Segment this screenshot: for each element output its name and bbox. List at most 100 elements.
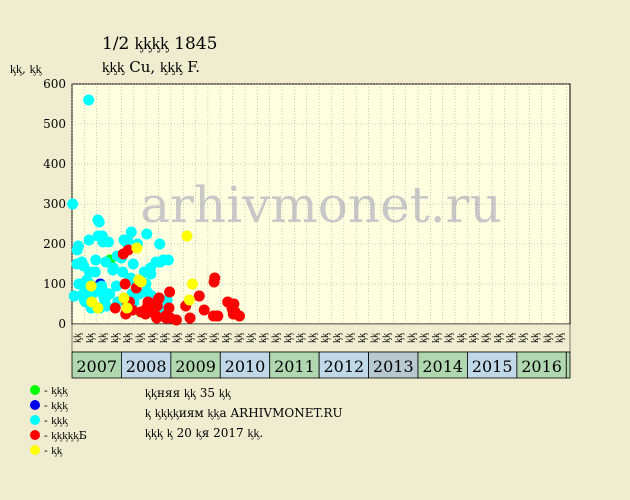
year-cell <box>219 351 271 379</box>
quarter-tick-label: ᶄᶄ <box>209 333 220 343</box>
year-tick-label: 2010 <box>225 357 266 376</box>
data-point <box>162 254 174 266</box>
quarter-tick-label: ᶄᶄ <box>97 333 108 343</box>
data-point <box>184 312 196 324</box>
year-cell <box>170 351 221 379</box>
y-tick-label: 400 <box>43 157 66 171</box>
data-point <box>68 290 80 302</box>
y-axis-label: ᶄᶄ, ᶄᶄ <box>10 62 42 76</box>
quarter-tick-label: ᶄᶄ <box>233 333 244 343</box>
year-tick-label: 2011 <box>274 357 315 376</box>
data-point <box>170 314 182 326</box>
y-tick-label: 600 <box>43 77 66 91</box>
quarter-tick-label: ᶄᶄ <box>258 333 269 343</box>
year-tick-label: 2014 <box>422 357 463 376</box>
chart-notes: ᶄᶄняя ᶄᶄ 35 ᶄᶄ ᶄ ᶄᶄᶄᶄиям ᶄᶄа ARHIVMONET.… <box>145 383 343 443</box>
data-point <box>164 286 176 298</box>
legend-marker-green <box>30 385 40 395</box>
legend-label-cyan: - ᶄᶄᶄ <box>44 414 68 427</box>
legend-label-green: - ᶄᶄᶄ <box>44 384 68 397</box>
y-tick-label: 500 <box>43 117 66 131</box>
data-point <box>83 234 95 246</box>
data-point <box>145 268 157 280</box>
data-point <box>183 294 195 306</box>
year-tick-label: 2015 <box>472 357 513 376</box>
data-point <box>198 304 210 316</box>
quarter-tick-label: ᶄᶄ <box>295 333 306 343</box>
year-cell <box>318 351 369 379</box>
quarter-tick-label: ᶄᶄ <box>270 333 281 343</box>
data-point <box>110 280 122 292</box>
year-cell <box>417 351 468 379</box>
chart-subtitle: ᶄᶄᶄ Cu, ᶄᶄᶄ F. <box>102 58 201 76</box>
data-point <box>163 302 175 314</box>
data-point <box>122 244 134 256</box>
data-point <box>119 278 131 290</box>
data-point <box>101 300 113 312</box>
year-tick-label: 2012 <box>324 357 365 376</box>
quarter-tick-label: ᶄᶄ <box>530 333 541 343</box>
quarter-tick-label: ᶄᶄ <box>110 333 121 343</box>
year-cell-trailing <box>565 351 571 379</box>
y-tick-label: 0 <box>58 317 66 331</box>
data-point <box>181 230 193 242</box>
quarter-tick-label: ᶄᶄ <box>73 333 84 343</box>
data-point <box>90 254 102 266</box>
data-point <box>72 240 84 252</box>
legend-marker-yellow <box>30 445 40 455</box>
quarter-tick-label: ᶄᶄ <box>357 333 368 343</box>
data-point <box>131 242 143 254</box>
data-point <box>142 296 154 308</box>
y-tick-label: 200 <box>43 237 66 251</box>
year-cell <box>467 351 518 379</box>
data-point <box>117 266 129 278</box>
data-point <box>135 276 147 288</box>
quarter-tick-label: ᶄᶄ <box>394 333 405 343</box>
quarter-tick-label: ᶄᶄ <box>406 333 417 343</box>
data-point <box>104 288 116 300</box>
data-point <box>127 258 139 270</box>
quarter-tick-label: ᶄᶄ <box>332 333 343 343</box>
quarter-tick-label: ᶄᶄ <box>419 333 430 343</box>
legend-marker-red <box>30 430 40 440</box>
quarter-tick-label: ᶄᶄ <box>555 333 566 343</box>
data-point <box>67 198 79 210</box>
data-point <box>102 236 114 248</box>
data-point <box>153 292 165 304</box>
quarter-tick-label: ᶄᶄ <box>518 333 529 343</box>
legend-marker-cyan <box>30 415 40 425</box>
data-point <box>151 312 163 324</box>
quarter-tick-label: ᶄᶄ <box>456 333 467 343</box>
quarter-tick-label: ᶄᶄ <box>431 333 442 343</box>
data-point <box>141 228 153 240</box>
quarter-tick-label: ᶄᶄ <box>159 333 170 343</box>
legend-label-red: - ᶄᶄᶄᶄᶄБ <box>44 429 87 442</box>
data-point <box>186 278 198 290</box>
data-point <box>92 302 104 314</box>
data-point <box>212 310 224 322</box>
quarter-tick-label: ᶄᶄ <box>184 333 195 343</box>
y-tick-label: 300 <box>43 197 66 211</box>
data-point <box>89 266 101 278</box>
quarter-tick-label: ᶄᶄ <box>369 333 380 343</box>
quarter-tick-label: ᶄᶄ <box>147 333 158 343</box>
quarter-tick-label: ᶄᶄ <box>320 333 331 343</box>
quarter-tick-label: ᶄᶄ <box>196 333 207 343</box>
quarter-tick-label: ᶄᶄ <box>505 333 516 343</box>
quarter-tick-label: ᶄᶄ <box>382 333 393 343</box>
data-point <box>209 272 221 284</box>
quarter-tick-label: ᶄᶄ <box>134 333 145 343</box>
quarter-tick-label: ᶄᶄ <box>468 333 479 343</box>
legend-label-yellow: - ᶄᶄ <box>44 444 63 457</box>
quarter-tick-label: ᶄᶄ <box>443 333 454 343</box>
chart-title: 1/2 ᶄᶄᶄᶄ 1845 <box>102 34 218 54</box>
data-point <box>125 226 137 238</box>
year-tick-label: 2009 <box>175 357 216 376</box>
watermark-text: arhivmonet.ru <box>140 176 502 234</box>
quarter-tick-label: ᶄᶄ <box>307 333 318 343</box>
year-cell <box>269 351 320 379</box>
quarter-tick-label: ᶄᶄ <box>480 333 491 343</box>
year-tick-label: 2016 <box>521 357 562 376</box>
legend-marker-blue <box>30 400 40 410</box>
year-tick-label: 2007 <box>76 357 117 376</box>
